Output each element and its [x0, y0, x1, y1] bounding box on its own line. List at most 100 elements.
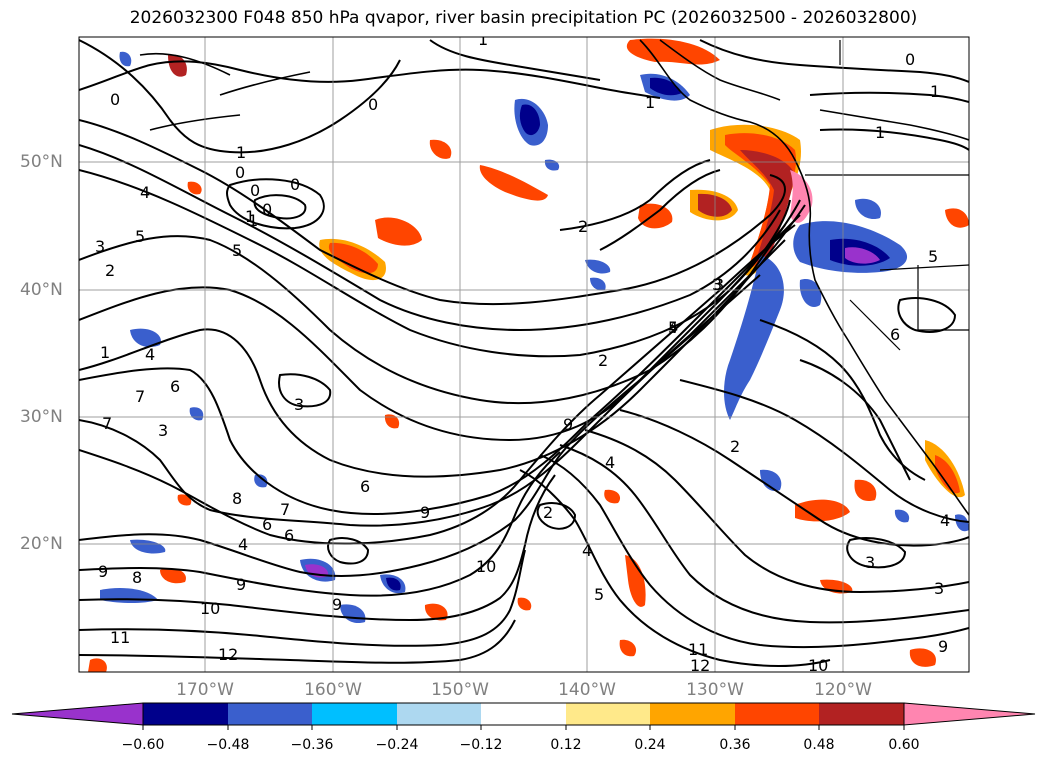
contour-label: 1: [248, 211, 258, 230]
contour-label: 7: [102, 414, 112, 433]
contour-label: 5: [594, 585, 604, 604]
colorbar-segment: [735, 703, 819, 725]
contour-label: 5: [135, 227, 145, 246]
contour-label: 6: [170, 377, 180, 396]
colorbar-segment: [312, 703, 397, 725]
contour-label: 11: [110, 628, 130, 647]
colorbar-tick-label: 0.60: [888, 737, 920, 753]
colorbar: [11, 702, 1036, 730]
lon-label-130w: 130°W: [686, 680, 744, 700]
contour-label: 10: [476, 557, 496, 576]
contour-label: 1: [478, 30, 488, 49]
contour-label: 3: [158, 421, 168, 440]
contour-label: 10: [808, 656, 828, 675]
contour-label: 4: [582, 541, 592, 560]
contour-label: 1: [245, 207, 255, 226]
colorbar-segment: [566, 703, 650, 725]
borders: [805, 40, 969, 351]
contour-label: 10: [200, 599, 220, 618]
contour-label: 3: [712, 275, 722, 294]
contour-label: 3: [865, 553, 875, 572]
lat-label-30n: 30°N: [20, 407, 63, 427]
contour-label: 4: [668, 318, 678, 337]
qvapor-contours: [79, 39, 969, 667]
contour-label: 2: [578, 217, 588, 236]
coastlines: [139, 39, 969, 516]
contour-label: 0: [290, 175, 300, 194]
contour-label: 6: [890, 325, 900, 344]
contour-label: 9: [563, 415, 573, 434]
contour-label: 9: [420, 503, 430, 522]
contour-label: 3: [95, 237, 105, 256]
gridlines: [79, 37, 969, 672]
colorbar-segment: [481, 703, 566, 725]
contour-label: 3: [934, 579, 944, 598]
contour-label: 9: [236, 575, 246, 594]
map-frame: [78, 36, 970, 673]
lon-label-120w: 120°W: [814, 680, 872, 700]
colorbar-tick-label: 0.48: [803, 737, 835, 753]
contour-label: 0: [250, 181, 260, 200]
contour-labels: 0 1 1 0 0 0 0 1 1 1 0 1 0 2 1 4 5 5 3 2 …: [95, 30, 950, 675]
contour-label: 4: [238, 535, 248, 554]
colorbar-extend-high: [903, 702, 1036, 726]
contour-label: 0: [110, 90, 120, 109]
contour-label: 0: [262, 200, 272, 219]
contour-label: 12: [218, 645, 238, 664]
contour-label: 1: [930, 82, 940, 101]
contour-label: 8: [132, 568, 142, 587]
lon-label-150w: 150°W: [431, 680, 489, 700]
contour-label: 6: [262, 515, 272, 534]
contour-label: 2: [730, 437, 740, 456]
colorbar-extend-low: [11, 702, 144, 726]
contour-label: 2: [105, 261, 115, 280]
contour-label: 4: [940, 511, 950, 530]
colorbar-segment: [228, 703, 312, 725]
colorbar-tick-label: −0.60: [121, 737, 165, 753]
colorbar-tick-label: −0.12: [459, 737, 503, 753]
contour-label: 5: [668, 318, 678, 337]
colorbar-tick-label: −0.24: [375, 737, 419, 753]
colorbar-tick-label: −0.36: [290, 737, 334, 753]
contour-label: 11: [688, 640, 708, 659]
contour-label: 2: [543, 503, 553, 522]
lat-label-50n: 50°N: [20, 152, 63, 172]
contour-label: 7: [280, 500, 290, 519]
colorbar-tick-label: 0.12: [550, 737, 582, 753]
lat-label-40n: 40°N: [20, 280, 63, 300]
lon-label-170w: 170°W: [176, 680, 234, 700]
map-title: 2026032300 F048 850 hPa qvapor, river ba…: [129, 8, 918, 28]
colorbar-segment: [143, 703, 228, 725]
contour-label: 1: [100, 343, 110, 362]
contour-label: 1: [236, 143, 246, 162]
colorbar-segment: [397, 703, 481, 725]
lon-label-160w: 160°W: [304, 680, 362, 700]
colorbar-tick-label: 0.24: [634, 737, 666, 753]
contour-label: 9: [332, 595, 342, 614]
contour-label: 1: [645, 93, 655, 112]
contour-label: 5: [928, 247, 938, 266]
contour-label: 0: [235, 163, 245, 182]
contour-label: 9: [98, 562, 108, 581]
contour-label: 7: [135, 387, 145, 406]
colorbar-tick-label: 0.36: [719, 737, 751, 753]
contour-label: 6: [360, 477, 370, 496]
colorbar-segment: [819, 703, 904, 725]
contour-label: 1: [875, 123, 885, 142]
contour-label: 9: [938, 637, 948, 656]
lat-label-20n: 20°N: [20, 534, 63, 554]
contour-label: 4: [605, 453, 615, 472]
lon-label-140w: 140°W: [558, 680, 616, 700]
colorbar-tick-label: −0.48: [206, 737, 250, 753]
contour-label: 0: [368, 95, 378, 114]
contour-label: 0: [905, 50, 915, 69]
contour-label: 4: [140, 183, 150, 202]
contour-label: 12: [690, 656, 710, 675]
contour-label: 8: [232, 489, 242, 508]
contour-label: 3: [294, 395, 304, 414]
contour-label: 6: [284, 526, 294, 545]
contour-label: 3: [714, 275, 724, 294]
contour-label: 2: [598, 351, 608, 370]
contour-label: 5: [232, 241, 242, 260]
